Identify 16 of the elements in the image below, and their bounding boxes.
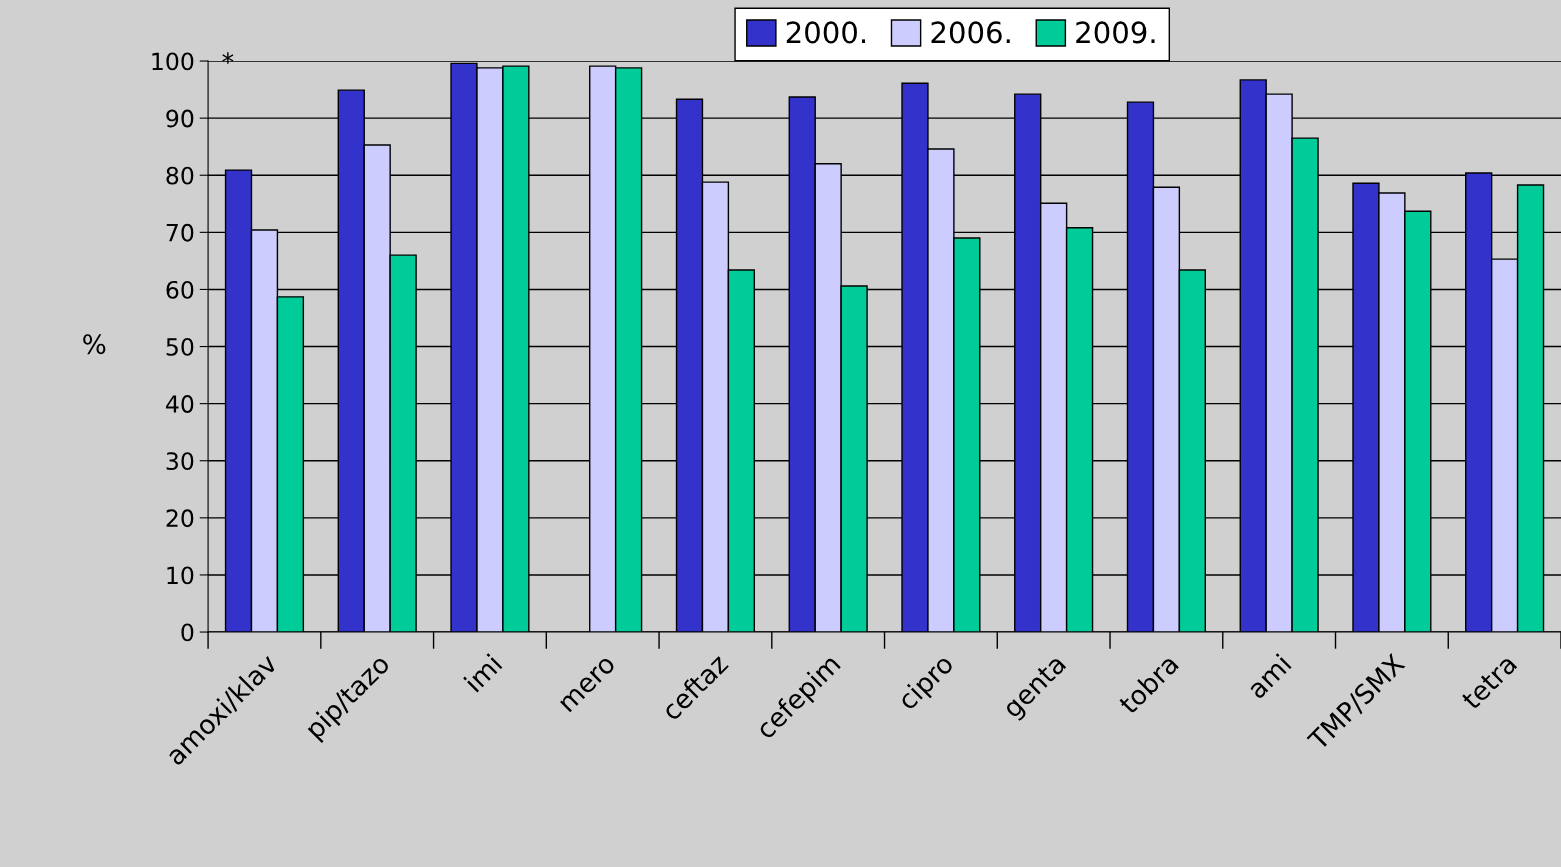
legend-label: 2000. xyxy=(786,21,865,44)
x-tick-label: imi xyxy=(463,653,503,693)
legend-label: 2009. xyxy=(1076,21,1155,44)
y-tick-label: 30 xyxy=(166,452,194,471)
y-tick-label: 60 xyxy=(166,280,194,299)
y-tick-label: 90 xyxy=(166,109,194,128)
y-tick-label: 50 xyxy=(166,337,194,356)
y-tick-label: 100 xyxy=(152,52,194,71)
y-axis-title: % xyxy=(83,334,106,355)
y-tick-label: 0 xyxy=(181,623,194,642)
y-tick-label: 10 xyxy=(167,566,194,585)
y-tick-label: 80 xyxy=(166,166,194,185)
y-tick-label: 40 xyxy=(166,395,194,413)
y-tick-label: 20 xyxy=(166,509,194,528)
legend-label: 2006. xyxy=(931,21,1010,44)
y-tick-label: 70 xyxy=(166,223,194,242)
